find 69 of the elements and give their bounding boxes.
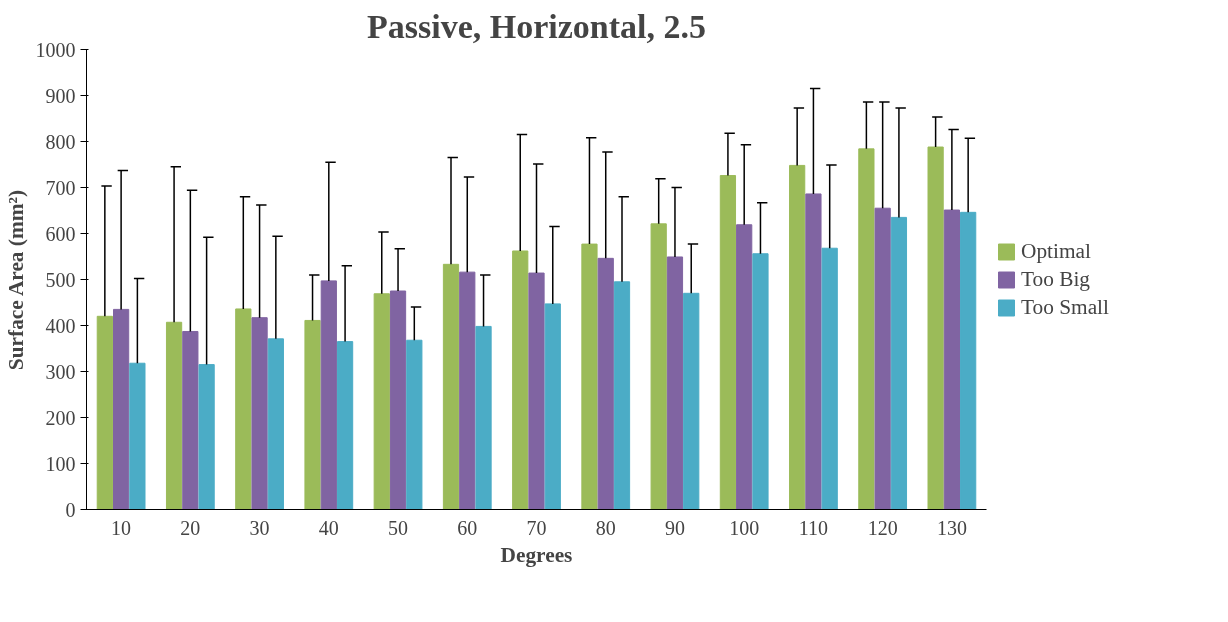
y-tick-label: 200 bbox=[45, 406, 76, 429]
bar bbox=[459, 271, 476, 510]
bar bbox=[304, 319, 321, 510]
x-tick-label: 110 bbox=[798, 516, 829, 539]
bar bbox=[129, 362, 146, 510]
y-tick-label: 500 bbox=[45, 268, 76, 291]
y-tick-label: 400 bbox=[45, 314, 76, 337]
x-tick-label: 90 bbox=[664, 516, 685, 539]
bar bbox=[113, 308, 130, 510]
bar bbox=[650, 223, 667, 510]
x-tick-label: 130 bbox=[936, 516, 967, 539]
bar bbox=[198, 364, 215, 510]
bar bbox=[943, 209, 960, 510]
x-tick-label: 10 bbox=[111, 516, 132, 539]
y-tick-label: 800 bbox=[45, 130, 76, 153]
y-tick-label: 900 bbox=[45, 84, 76, 107]
y-tick-label: 1000 bbox=[35, 38, 76, 61]
bar bbox=[581, 243, 598, 510]
bar bbox=[475, 325, 492, 510]
y-tick-label: 700 bbox=[45, 176, 76, 199]
y-axis-title: Surface Area (mm²) bbox=[3, 190, 28, 371]
bar bbox=[805, 193, 822, 510]
bar bbox=[182, 330, 199, 510]
bar bbox=[960, 211, 977, 510]
bar bbox=[528, 272, 545, 510]
x-tick-label: 50 bbox=[388, 516, 409, 539]
bar bbox=[752, 253, 769, 510]
bar bbox=[719, 175, 737, 510]
bar bbox=[874, 207, 891, 510]
bar bbox=[683, 292, 700, 510]
bar bbox=[544, 303, 561, 510]
bar bbox=[927, 146, 944, 510]
bar bbox=[666, 256, 684, 510]
bar bbox=[890, 216, 908, 510]
y-tick-label: 0 bbox=[65, 498, 76, 521]
bar bbox=[251, 317, 268, 510]
y-tick-label: 300 bbox=[45, 360, 76, 383]
bar bbox=[373, 293, 390, 510]
bar bbox=[165, 321, 183, 510]
bar bbox=[736, 224, 753, 510]
bar bbox=[235, 308, 252, 510]
bar bbox=[320, 280, 337, 510]
bar bbox=[858, 148, 875, 510]
bar bbox=[267, 338, 284, 510]
legend-label: Too Big bbox=[1021, 266, 1091, 292]
bar bbox=[512, 250, 529, 510]
chart-title: Passive, Horizontal, 2.5 bbox=[366, 7, 707, 45]
bar bbox=[597, 257, 614, 510]
bar bbox=[96, 315, 113, 510]
x-tick-label: 70 bbox=[526, 516, 547, 539]
bar bbox=[389, 290, 407, 510]
y-tick-label: 100 bbox=[45, 452, 76, 475]
legend-label: Optimal bbox=[1021, 238, 1091, 264]
y-tick-label: 600 bbox=[45, 222, 76, 245]
bar bbox=[821, 247, 838, 510]
x-tick-label: 120 bbox=[867, 516, 898, 539]
bar bbox=[406, 339, 423, 510]
bar bbox=[442, 263, 460, 510]
bar bbox=[613, 281, 631, 510]
bar bbox=[789, 164, 806, 510]
x-tick-label: 40 bbox=[318, 516, 339, 539]
bar bbox=[336, 341, 354, 510]
x-axis-title: Degrees bbox=[500, 542, 573, 567]
x-tick-label: 80 bbox=[595, 516, 616, 539]
x-tick-label: 30 bbox=[249, 516, 270, 539]
x-tick-label: 100 bbox=[729, 516, 760, 539]
x-tick-label: 60 bbox=[457, 516, 478, 539]
legend-label: Too Small bbox=[1021, 294, 1109, 320]
x-tick-label: 20 bbox=[180, 516, 201, 539]
